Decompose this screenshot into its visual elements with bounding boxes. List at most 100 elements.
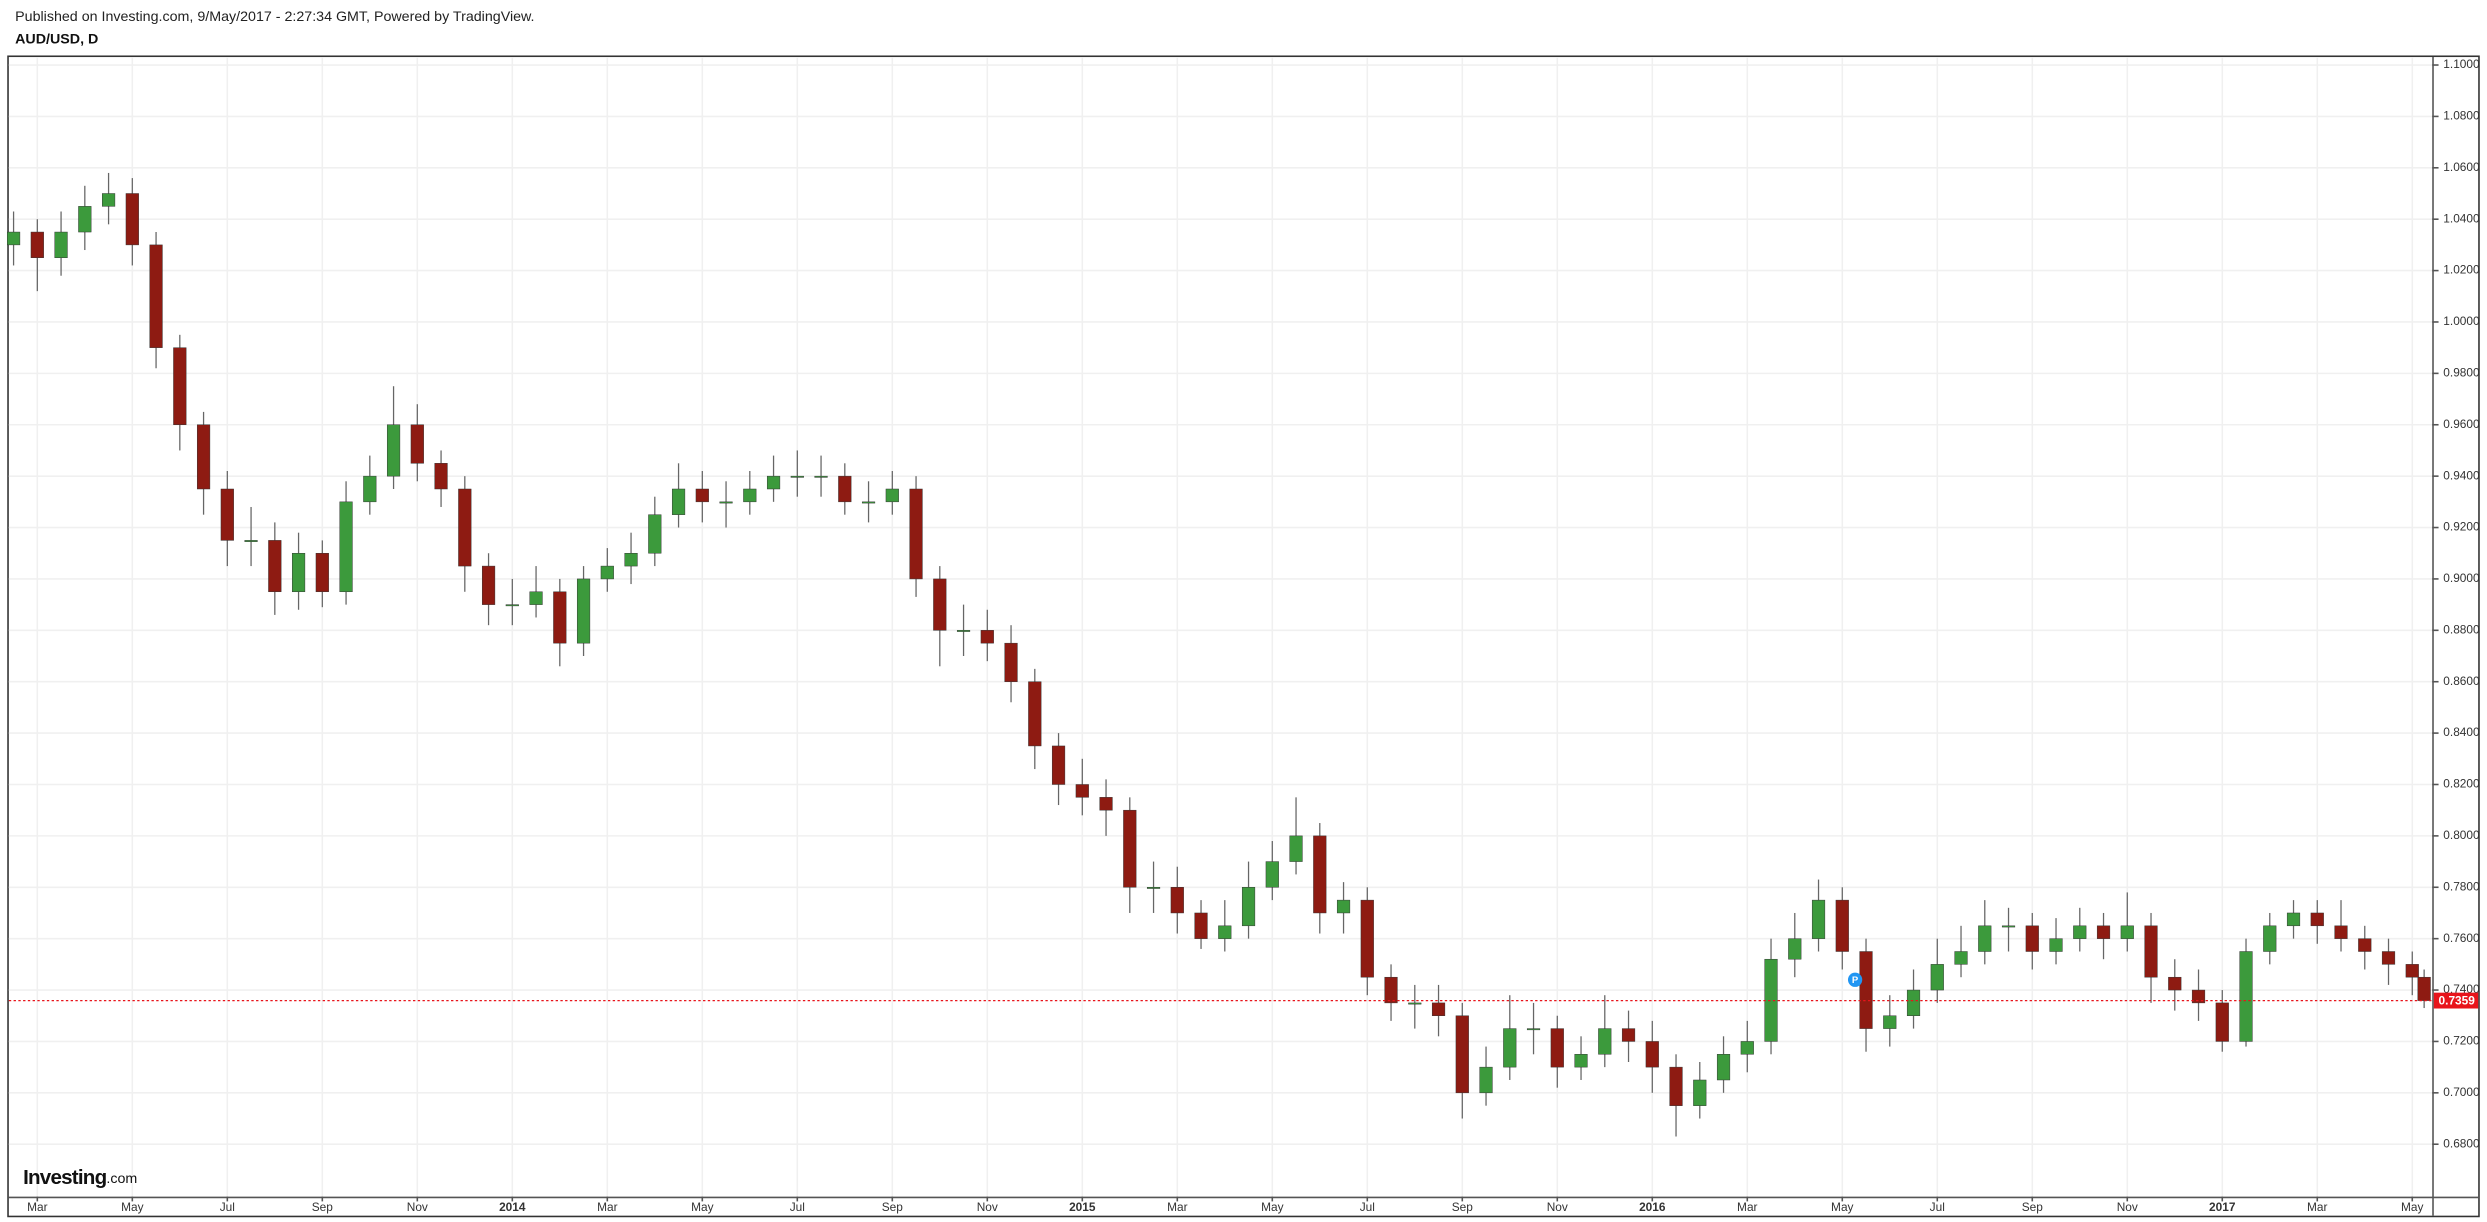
candle-body xyxy=(1811,899,1826,939)
candle-body xyxy=(339,501,353,593)
x-tick-label: Jul xyxy=(790,1200,805,1214)
candle-body xyxy=(1978,925,1992,952)
y-tick-label: 0.6800 xyxy=(2443,1136,2480,1150)
candle-body xyxy=(173,347,187,425)
x-tick-label: Nov xyxy=(407,1200,428,1214)
candle-body xyxy=(648,514,662,554)
candle-body xyxy=(434,463,448,490)
candle-body xyxy=(149,244,163,348)
candle-body xyxy=(2381,951,2396,965)
candle-body xyxy=(1740,1041,1754,1055)
candle-body xyxy=(1574,1054,1588,1068)
x-tick-label: Sep xyxy=(2022,1200,2044,1214)
y-tick-label: 0.8800 xyxy=(2443,622,2480,636)
candle-body xyxy=(600,565,614,580)
y-tick-label: 0.7800 xyxy=(2443,879,2480,893)
candle-body xyxy=(529,591,543,605)
candle-body xyxy=(2144,925,2158,978)
y-tick-label: 1.0600 xyxy=(2443,160,2480,174)
candle-body xyxy=(2405,964,2419,978)
candle-body xyxy=(1598,1028,1612,1055)
y-tick-label: 0.9400 xyxy=(2443,468,2480,482)
candle-body xyxy=(576,578,591,644)
candle-body xyxy=(2263,925,2277,952)
x-tick-label: Sep xyxy=(312,1200,334,1214)
candle-body xyxy=(1455,1015,1469,1094)
y-tick-label: 0.9800 xyxy=(2443,366,2480,380)
candle-body xyxy=(1621,1028,1636,1042)
candle-body xyxy=(30,231,44,258)
last-price-box xyxy=(2433,992,2479,1009)
candle-body xyxy=(2073,925,2087,939)
candle-body xyxy=(624,552,638,567)
candle-body xyxy=(933,578,947,631)
candle-body xyxy=(861,501,876,504)
candle-body xyxy=(695,488,709,503)
publish-note: Published on Investing.com, 9/May/2017 -… xyxy=(15,9,534,25)
chart-title: AUD/USD, D xyxy=(15,31,98,47)
candle-body xyxy=(980,630,994,644)
x-tick-label: 2014 xyxy=(499,1200,526,1214)
candle-body xyxy=(2025,925,2039,952)
candle-body xyxy=(54,231,68,258)
candle-body xyxy=(1218,925,1232,939)
candle-body xyxy=(1313,835,1327,914)
candle-body xyxy=(1004,642,1018,682)
x-tick-label: Nov xyxy=(977,1200,998,1214)
x-tick-label: Mar xyxy=(1737,1200,1757,1214)
logo: Investing.com xyxy=(23,1167,137,1190)
candle-body xyxy=(2120,925,2134,939)
candle-body xyxy=(1336,899,1351,914)
y-tick-label: 0.8600 xyxy=(2443,674,2480,688)
candle-body xyxy=(2049,938,2063,952)
candle-body xyxy=(220,488,234,541)
y-tick-label: 1.0000 xyxy=(2443,314,2480,328)
candle-body xyxy=(1669,1066,1683,1106)
candle-body xyxy=(386,424,401,477)
logo-suffix: .com xyxy=(106,1171,137,1187)
candle-body xyxy=(1146,887,1161,889)
y-tick-label: 1.0200 xyxy=(2443,263,2480,277)
candle-body xyxy=(2239,951,2253,1042)
candle-body xyxy=(363,475,377,503)
x-tick-label: 2016 xyxy=(1639,1200,1666,1214)
candle-body xyxy=(956,630,971,632)
last-price-label: 0.7359 xyxy=(2439,994,2476,1008)
candle-body xyxy=(1360,899,1374,978)
candle-body xyxy=(885,488,899,503)
x-tick-label: May xyxy=(691,1200,713,1214)
x-tick-label: Jul xyxy=(1360,1200,1375,1214)
candle-body xyxy=(671,488,686,515)
y-tick-label: 0.7000 xyxy=(2443,1085,2480,1099)
candle-body xyxy=(2096,925,2111,939)
candle-body xyxy=(1123,809,1137,888)
candle-body xyxy=(1408,1002,1422,1005)
candle-body xyxy=(125,193,139,246)
candle-body xyxy=(1906,989,1921,1016)
candle-body xyxy=(1716,1054,1731,1081)
x-tick-label: 2015 xyxy=(1069,1200,1096,1214)
y-tick-label: 0.7600 xyxy=(2443,931,2480,945)
candle-body xyxy=(1835,899,1849,952)
axes: 0.68000.70000.72000.74000.76000.78000.80… xyxy=(8,57,2480,1216)
candle-body xyxy=(1099,797,1113,811)
candle-body xyxy=(1194,912,1208,939)
candle-body xyxy=(196,424,211,490)
candle-body xyxy=(814,475,828,478)
x-tick-label: Jul xyxy=(220,1200,235,1214)
y-tick-label: 0.8400 xyxy=(2443,725,2480,739)
candle-body xyxy=(78,206,92,233)
candle-body xyxy=(1289,835,1303,862)
candle-body xyxy=(268,540,282,593)
x-tick-label: Sep xyxy=(882,1200,904,1214)
candle-body xyxy=(838,475,852,503)
event-marker xyxy=(1847,972,1863,987)
candle-body xyxy=(2168,976,2182,991)
x-tick-label: Mar xyxy=(2307,1200,2327,1214)
y-tick-label: 1.1000 xyxy=(2443,57,2480,71)
candle-body xyxy=(719,501,733,504)
candle-body xyxy=(1645,1041,1659,1068)
y-tick-label: 0.7200 xyxy=(2443,1034,2480,1048)
